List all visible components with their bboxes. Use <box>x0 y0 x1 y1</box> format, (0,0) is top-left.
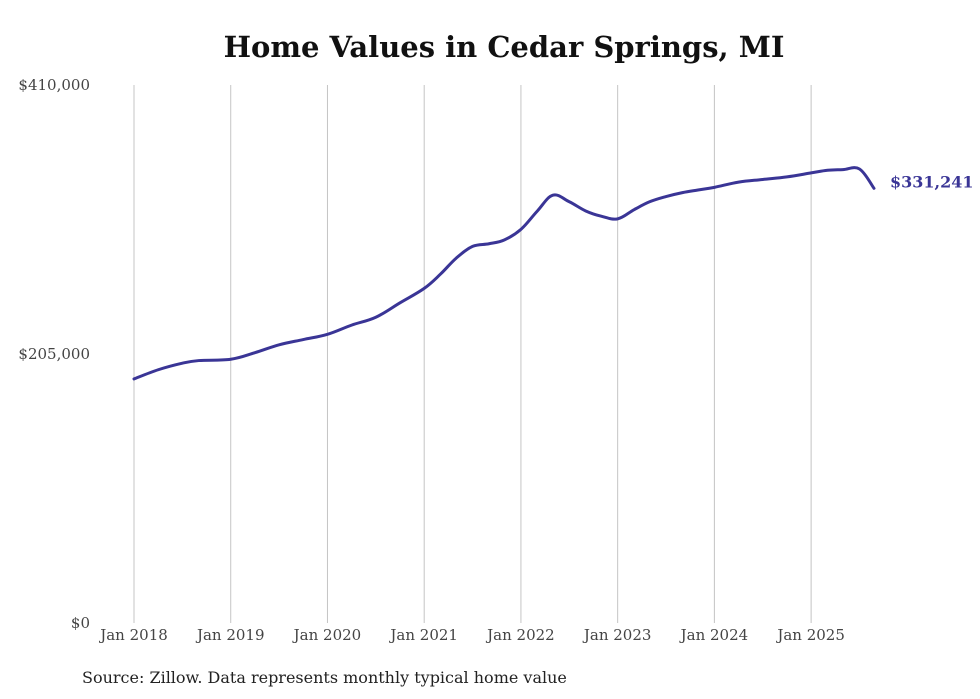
x-tick-label: Jan 2019 <box>195 626 265 644</box>
source-note: Source: Zillow. Data represents monthly … <box>82 668 567 687</box>
x-tick-label: Jan 2025 <box>775 626 845 644</box>
series-layer: $331,241 <box>132 166 974 381</box>
x-tick-label: Jan 2023 <box>582 626 652 644</box>
x-tick-label: Jan 2022 <box>485 626 555 644</box>
y-tick-label: $0 <box>71 614 90 632</box>
x-tick-label: Jan 2024 <box>679 626 749 644</box>
series-line <box>132 166 876 381</box>
end-value-label: $331,241 <box>890 172 974 191</box>
gridlines <box>133 85 812 623</box>
x-tick-label: Jan 2018 <box>98 626 168 644</box>
y-axis: $0 $205,000 $410,000 <box>18 76 90 632</box>
x-axis: Jan 2018 Jan 2019 Jan 2020 Jan 2021 Jan 2022… <box>98 626 845 644</box>
x-tick-label: Jan 2021 <box>388 626 458 644</box>
y-tick-label: $410,000 <box>18 76 90 94</box>
x-tick-label: Jan 2020 <box>292 626 362 644</box>
chart-title: Home Values in Cedar Springs, MI <box>223 30 785 64</box>
y-tick-label: $205,000 <box>18 345 90 363</box>
